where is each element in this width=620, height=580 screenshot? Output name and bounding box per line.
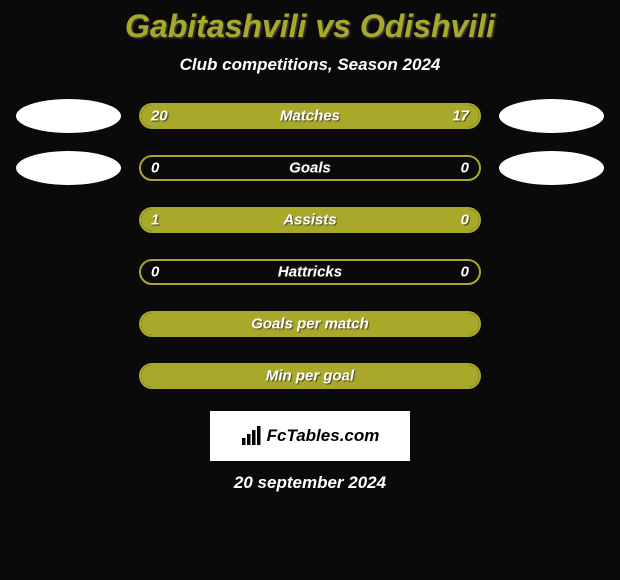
- stat-bar: 20 Matches 17: [139, 103, 481, 129]
- stat-row: 0 Hattricks 0: [0, 255, 620, 289]
- stat-row: Goals per match: [0, 307, 620, 341]
- date-label: 20 september 2024: [0, 473, 620, 493]
- oval-placeholder: [16, 203, 121, 237]
- stat-label: Min per goal: [266, 368, 354, 385]
- stat-label: Goals: [289, 160, 331, 177]
- stat-label: Matches: [280, 108, 340, 125]
- oval-placeholder: [16, 255, 121, 289]
- bar-chart-icon: [241, 426, 263, 446]
- oval-placeholder: [499, 307, 604, 341]
- stat-bar: Min per goal: [139, 363, 481, 389]
- comparison-card: Gabitashvili vs Odishvili Club competiti…: [0, 0, 620, 493]
- stats-region: 20 Matches 17 0 Goals 0 1 Assists 0 0 Hattricks 0 Go…: [0, 99, 620, 393]
- stat-row: 20 Matches 17: [0, 99, 620, 133]
- stat-label: Assists: [283, 212, 336, 229]
- stat-row: 1 Assists 0: [0, 203, 620, 237]
- bar-fill-left: [141, 209, 398, 231]
- stat-value-left: 20: [151, 108, 168, 125]
- stat-bar: 1 Assists 0: [139, 207, 481, 233]
- stat-value-right: 0: [461, 264, 469, 281]
- player-right-oval: [499, 99, 604, 133]
- player-left-oval: [16, 99, 121, 133]
- stat-bar: 0 Hattricks 0: [139, 259, 481, 285]
- stat-value-right: 0: [461, 160, 469, 177]
- subtitle: Club competitions, Season 2024: [0, 55, 620, 75]
- stat-row: 0 Goals 0: [0, 151, 620, 185]
- oval-placeholder: [16, 307, 121, 341]
- stat-label: Hattricks: [278, 264, 342, 281]
- stat-value-right: 17: [452, 108, 469, 125]
- stat-value-left: 0: [151, 264, 159, 281]
- stat-bar: 0 Goals 0: [139, 155, 481, 181]
- stat-value-left: 0: [151, 160, 159, 177]
- stat-label: Goals per match: [251, 316, 369, 333]
- brand-text: FcTables.com: [267, 426, 380, 446]
- oval-placeholder: [499, 255, 604, 289]
- oval-placeholder: [16, 359, 121, 393]
- stat-value-right: 0: [461, 212, 469, 229]
- stat-bar: Goals per match: [139, 311, 481, 337]
- player-right-oval: [499, 151, 604, 185]
- brand-badge[interactable]: FcTables.com: [210, 411, 410, 461]
- player-left-oval: [16, 151, 121, 185]
- stat-row: Min per goal: [0, 359, 620, 393]
- page-title: Gabitashvili vs Odishvili: [0, 8, 620, 45]
- oval-placeholder: [499, 359, 604, 393]
- oval-placeholder: [499, 203, 604, 237]
- stat-value-left: 1: [151, 212, 159, 229]
